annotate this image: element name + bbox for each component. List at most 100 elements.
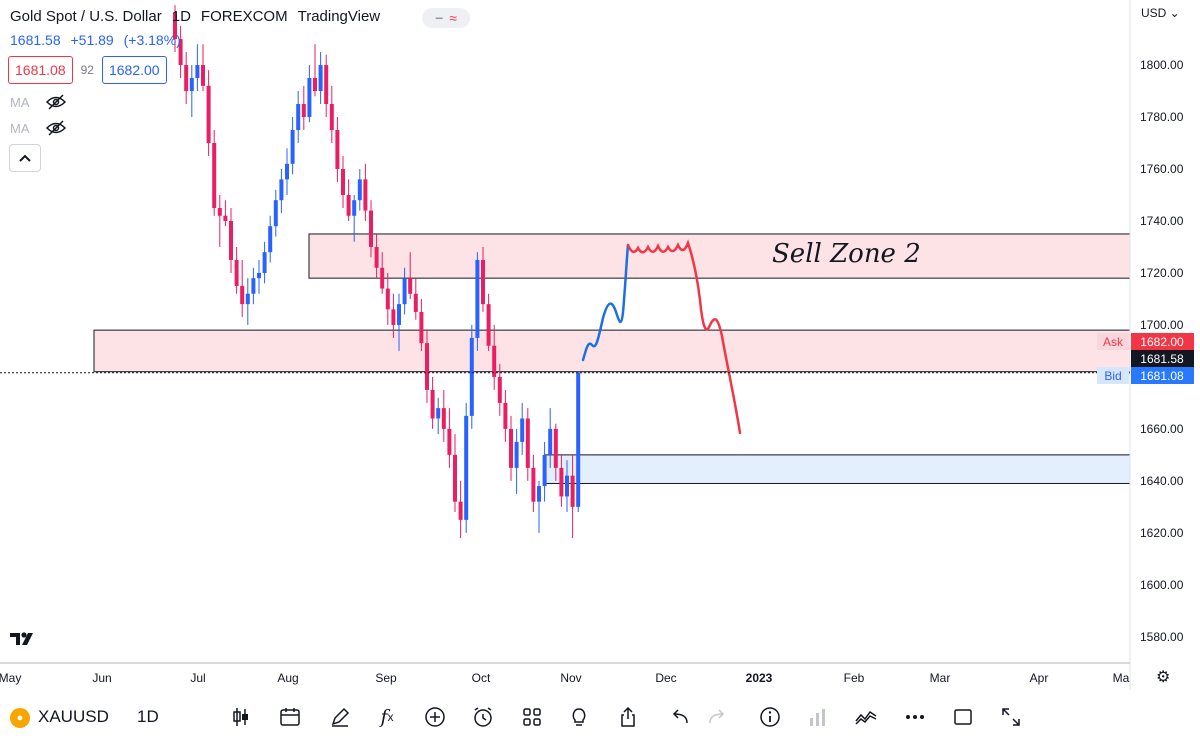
candle xyxy=(565,460,569,513)
last-price-tag: 1681.58 xyxy=(1131,350,1194,367)
candle xyxy=(542,441,547,502)
ideas-lightbulb-icon[interactable] xyxy=(566,704,592,730)
candle xyxy=(324,54,329,118)
candle xyxy=(189,65,194,118)
price-tick-label: 1620.00 xyxy=(1140,526,1184,540)
candle xyxy=(497,363,502,416)
collapse-legend-button[interactable] xyxy=(9,144,41,172)
price-tick-label: 1640.00 xyxy=(1140,474,1184,488)
middle-zone[interactable] xyxy=(93,329,1131,373)
gold-symbol-icon: ● xyxy=(10,708,30,728)
volume-bars-icon[interactable] xyxy=(805,704,831,730)
bottom-toolbar xyxy=(0,690,1200,743)
time-tick-label: Apr xyxy=(1030,671,1049,685)
redo-icon[interactable] xyxy=(704,704,730,730)
price-tick-label: 1720.00 xyxy=(1140,266,1184,280)
candle xyxy=(430,376,435,429)
layout-grid-icon[interactable] xyxy=(519,704,545,730)
add-plus-icon[interactable] xyxy=(422,704,448,730)
compare-wave-icon[interactable] xyxy=(853,704,879,730)
share-icon[interactable] xyxy=(615,704,641,730)
symbol-selector[interactable]: XAUUSD xyxy=(38,707,109,726)
currency-selector[interactable]: USD ⌄ xyxy=(1141,6,1180,20)
interval-selector[interactable]: 1D xyxy=(137,707,159,726)
candle xyxy=(548,408,553,468)
lower-demand-zone[interactable] xyxy=(544,454,1131,484)
sell-bid-button[interactable]: 1681.08 xyxy=(8,56,73,84)
expand-arrows-icon[interactable] xyxy=(998,704,1024,730)
replay-calendar-icon[interactable] xyxy=(277,704,303,730)
price-tick-label: 1800.00 xyxy=(1140,58,1184,72)
ma-label: MA xyxy=(10,94,30,110)
candle xyxy=(173,5,177,53)
bid-ask-panel: 1681.08 92 1682.00 xyxy=(8,56,167,84)
candle xyxy=(240,259,245,318)
candle xyxy=(509,415,513,481)
candle xyxy=(234,246,239,294)
svg-text:Ask: Ask xyxy=(1103,335,1124,349)
info-icon[interactable] xyxy=(757,704,783,730)
interval-label: 1D xyxy=(171,8,191,25)
time-tick-label: Feb xyxy=(844,671,865,685)
chart-settings-gear-icon[interactable]: ⚙ xyxy=(1156,669,1171,686)
fullscreen-square-icon[interactable] xyxy=(950,704,976,730)
tradingview-logo-icon[interactable] xyxy=(8,628,38,654)
svg-text:Bid: Bid xyxy=(1104,369,1121,383)
candle xyxy=(223,200,228,227)
undo-icon[interactable] xyxy=(667,704,693,730)
candle xyxy=(447,408,452,468)
candle xyxy=(251,267,256,305)
alarm-clock-icon[interactable] xyxy=(470,704,496,730)
time-tick-label: Oct xyxy=(472,671,491,685)
candle xyxy=(380,252,385,294)
price-tick-label: 1580.00 xyxy=(1140,630,1184,644)
buy-ask-button[interactable]: 1682.00 xyxy=(101,56,167,84)
eye-hidden-icon[interactable] xyxy=(45,120,66,136)
time-tick-label: Mar xyxy=(930,671,951,685)
time-tick-label: Dec xyxy=(655,671,676,685)
candle xyxy=(195,44,200,92)
time-tick-label: Jul xyxy=(190,671,205,685)
candle xyxy=(290,117,295,175)
brand-label: TradingView xyxy=(297,8,381,25)
ma-label: MA xyxy=(10,120,30,136)
candle xyxy=(201,44,205,92)
candle xyxy=(307,65,312,123)
more-options-icon[interactable] xyxy=(902,704,928,730)
eye-hidden-icon[interactable] xyxy=(45,94,66,110)
ma-indicator-2[interactable]: MA xyxy=(10,120,66,136)
compare-toggle[interactable]: − ≈ xyxy=(422,8,470,28)
svg-text:1681.58: 1681.58 xyxy=(1140,352,1184,366)
candle xyxy=(318,52,323,105)
chevron-down-icon: ⌄ xyxy=(1166,6,1180,20)
candle xyxy=(335,117,340,182)
candle xyxy=(285,148,289,195)
spread-value: 92 xyxy=(80,63,94,77)
candles-style-icon[interactable] xyxy=(228,704,254,730)
time-tick-label: Sep xyxy=(375,671,397,685)
time-tick-label: Ma xyxy=(1113,671,1130,685)
symbol-name: Gold Spot / U.S. Dollar xyxy=(10,8,162,25)
price-change-line: 1681.58 +51.89 (+3.18%) xyxy=(10,32,187,48)
candle xyxy=(469,324,474,429)
drawing-pen-icon[interactable] xyxy=(327,704,353,730)
candle xyxy=(402,267,407,315)
price-change-pct: (+3.18%) xyxy=(123,32,181,48)
symbol-legend[interactable]: Gold Spot / U.S. Dollar 1D FOREXCOM Trading… xyxy=(10,8,390,25)
price-chart[interactable]: Sell Zone 2 1800.00 1780.00 1760.00 1740.00… xyxy=(0,0,1200,690)
upper-sell-zone[interactable] xyxy=(308,233,1131,279)
ma-indicator-1[interactable]: MA xyxy=(10,94,66,110)
candle xyxy=(329,85,334,144)
candle xyxy=(206,70,211,156)
svg-text:1681.08: 1681.08 xyxy=(1140,369,1184,383)
price-tick-label: 1600.00 xyxy=(1140,578,1184,592)
candle xyxy=(374,233,379,279)
candle xyxy=(441,389,446,442)
sell-zone-annotation: Sell Zone 2 xyxy=(772,239,921,269)
candle xyxy=(296,91,301,144)
candle xyxy=(537,480,541,533)
candle xyxy=(576,371,581,513)
price-tick-label: 1700.00 xyxy=(1140,318,1184,332)
candle xyxy=(391,293,396,338)
